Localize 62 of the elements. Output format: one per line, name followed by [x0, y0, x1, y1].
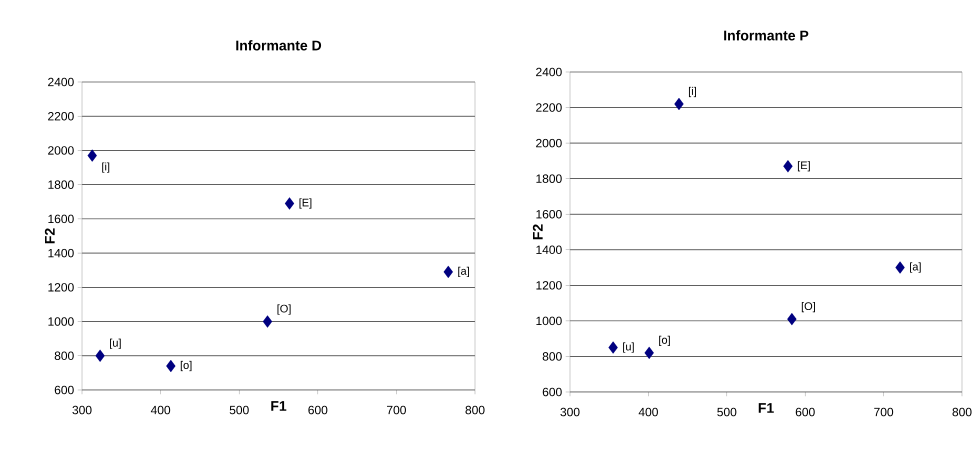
- point: [608, 341, 618, 354]
- y-tick-label: 1600: [48, 214, 74, 224]
- x-axis-title: F1: [271, 401, 286, 411]
- chart-title: Informante D: [236, 40, 322, 50]
- annotation: [o]: [180, 360, 192, 372]
- x-tick-label: 600: [796, 408, 815, 416]
- annotation: [u]: [623, 342, 634, 353]
- annotation: [a]: [458, 266, 469, 278]
- y-tick-label: 600: [54, 386, 74, 394]
- point: [95, 350, 105, 362]
- x-tick-label: 600: [308, 406, 328, 414]
- x-tick-label: 700: [874, 408, 894, 416]
- x-tick-label: 500: [717, 408, 736, 416]
- annotation: [O]: [277, 304, 291, 315]
- annotation: [u]: [110, 338, 121, 349]
- x-axis-title: F1: [758, 403, 774, 413]
- y-tick-label: 1000: [48, 317, 74, 326]
- x-tick-label: 400: [638, 408, 658, 416]
- annotation: [i]: [688, 86, 696, 98]
- point: [644, 346, 654, 360]
- chart-title: Informante P: [724, 30, 808, 40]
- y-axis-title: F2: [532, 224, 543, 240]
- y-tick-label: 2400: [536, 68, 562, 76]
- y-tick-label: 2000: [536, 138, 562, 148]
- point: [783, 160, 793, 172]
- y-tick-label: 1400: [48, 248, 74, 258]
- annotation: [i]: [102, 162, 110, 173]
- point: [166, 360, 176, 372]
- annotation: [a]: [910, 262, 921, 273]
- annotation: [E]: [299, 198, 312, 209]
- y-tick-label: 800: [54, 352, 74, 360]
- y-tick-label: 1200: [536, 281, 562, 290]
- point: [262, 315, 272, 328]
- y-tick-label: 1000: [536, 316, 562, 326]
- y-tick-label: 2400: [48, 78, 74, 86]
- y-tick-label: 800: [542, 352, 562, 361]
- x-tick-label: 500: [230, 406, 249, 414]
- annotation: [O]: [802, 302, 815, 312]
- x-tick-label: 300: [560, 408, 580, 416]
- y-tick-label: 2000: [48, 146, 74, 155]
- y-tick-label: 1600: [536, 210, 562, 218]
- annotation: [o]: [659, 336, 670, 346]
- y-tick-label: 2200: [536, 103, 562, 112]
- point: [674, 98, 684, 110]
- point: [284, 197, 294, 210]
- x-tick-label: 700: [387, 406, 406, 414]
- y-tick-label: 2200: [48, 112, 74, 120]
- x-tick-label: 800: [466, 406, 485, 414]
- point: [895, 261, 905, 274]
- point: [444, 266, 453, 278]
- x-tick-label: 400: [150, 406, 170, 414]
- x-tick-label: 800: [952, 408, 972, 416]
- y-tick-label: 1200: [48, 283, 74, 292]
- y-tick-label: 1800: [536, 174, 562, 183]
- y-tick-label: 1800: [48, 180, 74, 189]
- y-tick-label: 600: [542, 388, 562, 396]
- point: [88, 149, 97, 162]
- annotation: [E]: [798, 161, 810, 172]
- y-tick-label: 1400: [536, 246, 562, 254]
- y-axis-title: F2: [44, 228, 55, 244]
- x-tick-label: 300: [72, 406, 92, 414]
- point: [787, 312, 797, 326]
